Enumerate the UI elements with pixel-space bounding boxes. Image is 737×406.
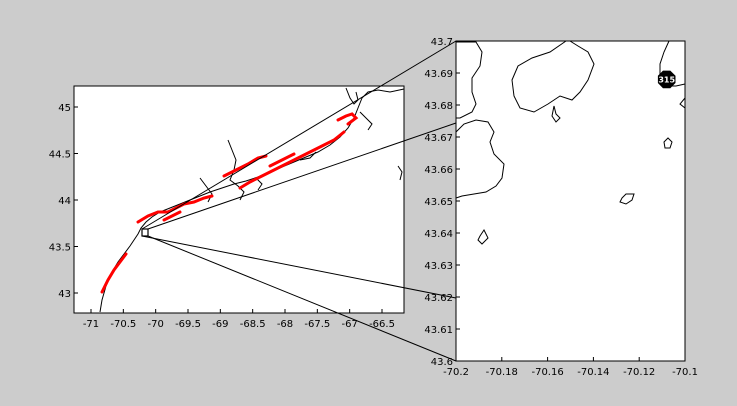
detail-x-ticks: -70.2 -70.18 -70.16 -70.14 -70.12 -70.1 [443,357,698,378]
x-tick-label: -70.14 [577,367,609,378]
x-tick-label: -71 [83,319,99,330]
detail-map: -70.2 -70.18 -70.16 -70.14 -70.12 -70.1 43.74… [424,37,698,378]
x-tick-label: -67 [341,319,357,330]
y-tick-label: 43.64 [424,229,453,240]
detail-coastline [455,40,686,245]
y-tick-label: 44 [58,196,71,207]
station-marker-shape [657,70,676,89]
x-tick-label: -68.5 [240,319,266,330]
y-tick-label: 43.6 [431,357,453,368]
y-tick-label: 43.5 [49,243,71,254]
overview-y-ticks: 45 44.5 44 43.5 43 [49,103,78,300]
x-tick-label: -70.1 [672,367,698,378]
x-tick-label: -70 [147,319,163,330]
x-tick-label: -67.5 [304,319,330,330]
y-tick-label: 43.65 [424,197,453,208]
x-tick-label: -70.12 [623,367,655,378]
overview-map: -71 -70.5 -70 -69.5 -69 -68.5 -68 -67.5 -67 -66.5… [49,85,405,330]
y-tick-label: 45 [58,103,71,114]
zoom-box [141,228,149,237]
y-tick-label: 43.68 [424,101,453,112]
x-tick-label: -69.5 [175,319,201,330]
x-tick-label: -68 [277,319,293,330]
x-tick-label: -70.5 [110,319,136,330]
y-tick-label: 44.5 [49,150,71,161]
y-tick-label: 43.67 [424,133,453,144]
x-tick-label: -69 [212,319,228,330]
y-tick-label: 43.62 [424,293,453,304]
zoom-connector-lines [141,40,457,362]
overview-x-ticks: -71 -70.5 -70 -69.5 -69 -68.5 -68 -67.5 -67 -66.5 [83,309,395,330]
station-marker-label: 315 [658,75,675,84]
y-tick-label: 43.61 [424,325,453,336]
x-tick-label: -70.16 [531,367,563,378]
y-tick-label: 43.69 [424,69,453,80]
y-tick-label: 43.66 [424,165,453,176]
detail-y-ticks: 43.7 43.69 43.68 43.67 43.66 43.65 43.64 43.63 4… [424,37,460,368]
x-tick-label: -70.2 [443,367,469,378]
x-tick-label: -70.18 [486,367,518,378]
station-marker: 315 [657,70,676,89]
y-tick-label: 43.7 [431,37,453,48]
detail-axes-box [455,40,686,362]
x-tick-label: -66.5 [369,319,395,330]
overview-sightings [100,112,359,294]
y-tick-label: 43.63 [424,261,453,272]
y-tick-label: 43 [58,289,71,300]
